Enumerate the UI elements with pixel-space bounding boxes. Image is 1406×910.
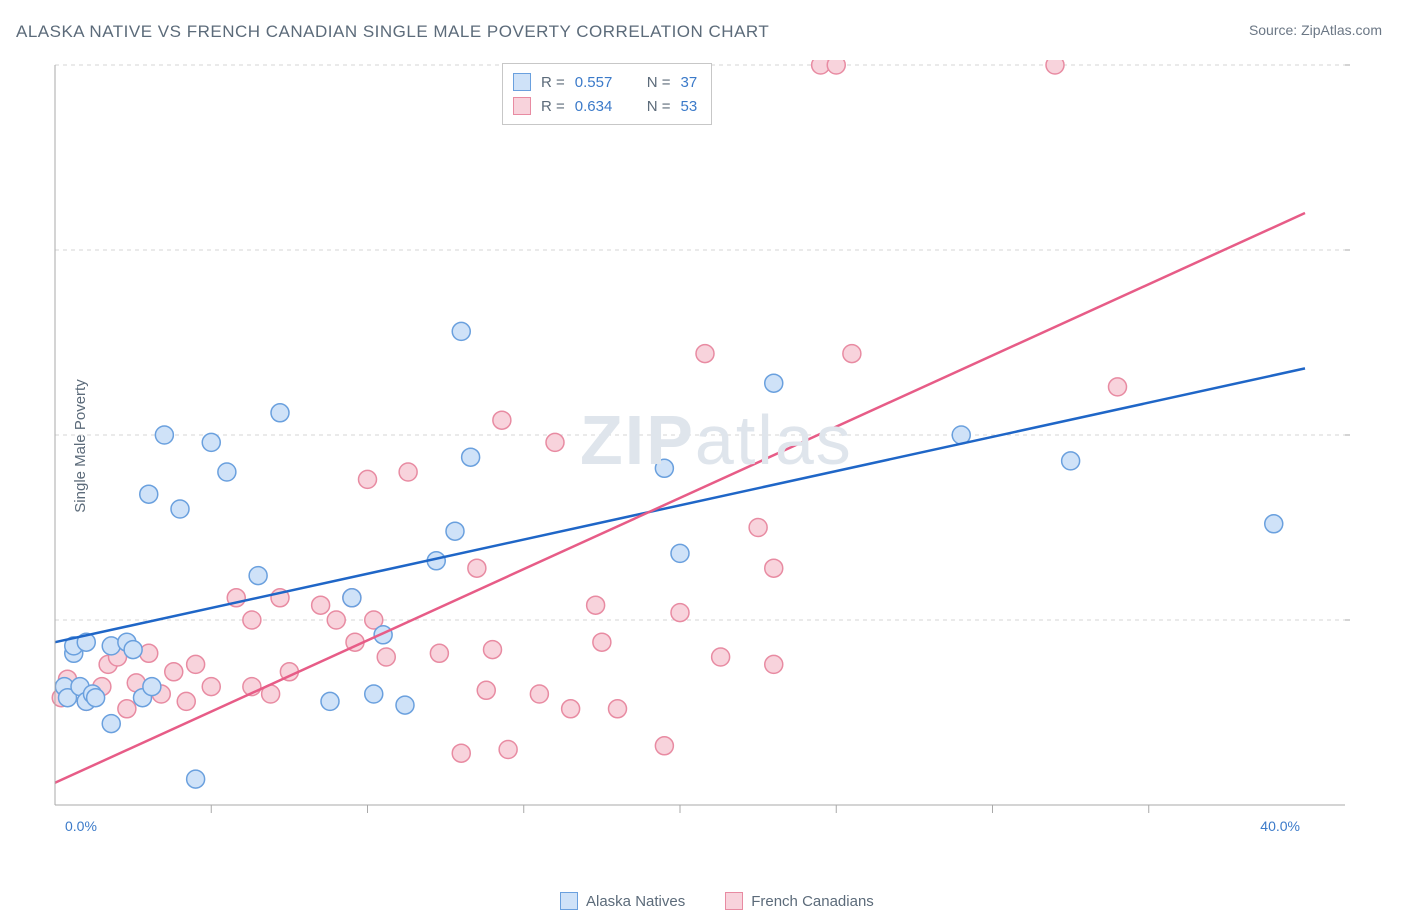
- series-alaska-natives: [55, 322, 1282, 788]
- r-label: R =: [541, 74, 565, 91]
- legend-row-french_canadians: R = 0.634 N = 53: [513, 94, 697, 118]
- legend-item-alaska_natives: Alaska Natives: [560, 892, 685, 910]
- correlation-legend: R = 0.557 N = 37 R = 0.634 N = 53: [502, 63, 712, 125]
- series-legend: Alaska Natives French Canadians: [560, 892, 874, 910]
- source-label: Source:: [1249, 22, 1301, 38]
- n-label: N =: [647, 98, 671, 115]
- axes: [55, 65, 1350, 813]
- r-label: R =: [541, 98, 565, 115]
- svg-text:40.0%: 40.0%: [1260, 818, 1300, 834]
- source-attribution: Source: ZipAtlas.com: [1249, 22, 1382, 38]
- series-french-canadians: [52, 60, 1126, 762]
- plot-area: ZIPatlas 25.0%50.0%75.0%100.0%0.0%40.0% …: [50, 60, 1350, 835]
- source-name: ZipAtlas.com: [1301, 22, 1382, 38]
- svg-text:0.0%: 0.0%: [65, 818, 97, 834]
- n-value: 53: [681, 98, 698, 115]
- n-label: N =: [647, 74, 671, 91]
- legend-row-alaska_natives: R = 0.557 N = 37: [513, 70, 697, 94]
- legend-item-french_canadians: French Canadians: [725, 892, 874, 910]
- legend-label: French Canadians: [751, 893, 874, 910]
- trend-lines: [55, 213, 1305, 783]
- tick-labels: 25.0%50.0%75.0%100.0%0.0%40.0%: [65, 72, 1350, 834]
- swatch-icon: [560, 892, 578, 910]
- swatch-icon: [513, 97, 531, 115]
- legend-label: Alaska Natives: [586, 893, 685, 910]
- r-value: 0.634: [575, 98, 629, 115]
- n-value: 37: [681, 74, 698, 91]
- r-value: 0.557: [575, 74, 629, 91]
- swatch-icon: [725, 892, 743, 910]
- scatter-chart-svg: 25.0%50.0%75.0%100.0%0.0%40.0%: [50, 60, 1350, 835]
- gridlines: [55, 65, 1345, 620]
- chart-title: ALASKA NATIVE VS FRENCH CANADIAN SINGLE …: [16, 22, 769, 42]
- swatch-icon: [513, 73, 531, 91]
